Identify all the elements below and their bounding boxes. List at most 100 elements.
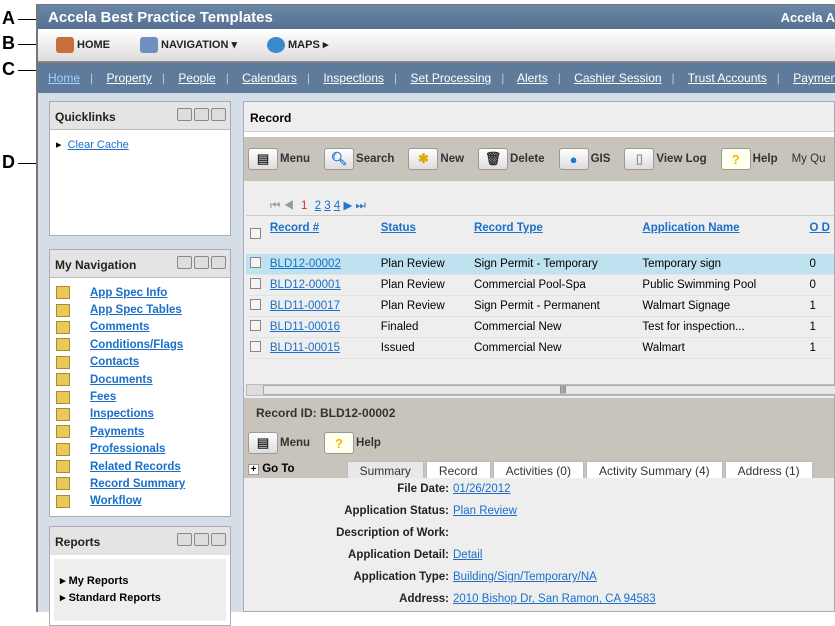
tab-activities[interactable]: Activities (0) — [492, 461, 584, 478]
my-nav-item[interactable]: Inspections — [50, 406, 230, 423]
my-nav-item[interactable]: Documents — [50, 371, 230, 388]
nav-calendars[interactable]: Calendars — [242, 71, 297, 85]
my-nav-item[interactable]: App Spec Tables — [50, 301, 230, 318]
table-row[interactable]: BLD11-00015 Issued Commercial New Walmart 1 — [246, 337, 834, 359]
maximize-icon[interactable] — [211, 256, 226, 269]
nav-item-icon — [56, 407, 70, 421]
nav-set-processing[interactable]: Set Processing — [410, 71, 492, 85]
my-reports-item[interactable]: ▸ My Reports — [60, 575, 129, 587]
horizontal-scrollbar[interactable]: ||| — [246, 384, 835, 396]
help-button[interactable]: ? Help — [720, 148, 778, 170]
my-nav-item[interactable]: Fees — [50, 388, 230, 405]
my-nav-item[interactable]: Contacts — [50, 354, 230, 371]
my-nav-item[interactable]: Payments — [50, 423, 230, 440]
page-2[interactable]: 2 — [314, 200, 322, 212]
nav-cashier-session[interactable]: Cashier Session — [574, 71, 662, 85]
my-nav-item[interactable]: Conditions/Flags — [50, 336, 230, 353]
cell: Finaled — [376, 316, 470, 338]
refresh-icon[interactable] — [177, 533, 192, 546]
maximize-icon[interactable] — [211, 108, 226, 121]
cell: Walmart — [638, 337, 806, 359]
goto-button[interactable]: + Go To — [244, 463, 299, 478]
table-row[interactable]: BLD11-00017 Plan Review Sign Permit - Perm… — [246, 295, 834, 317]
cell: Commercial Pool-Spa — [469, 274, 639, 296]
minimize-icon[interactable] — [194, 256, 209, 269]
detail-help-button[interactable]: ? Help — [324, 432, 381, 454]
record-title: Record — [244, 102, 834, 132]
callout-b: B — [2, 33, 38, 53]
select-all-checkbox[interactable] — [250, 228, 261, 239]
my-nav-item[interactable]: Related Records — [50, 458, 230, 475]
tab-summary[interactable]: Summary — [346, 461, 424, 478]
my-nav-item[interactable]: Professionals — [50, 441, 230, 458]
nav-people[interactable]: People — [178, 71, 216, 85]
cell[interactable]: BLD11-00016 — [265, 316, 377, 338]
detail-menu-button[interactable]: ▤ Menu — [248, 432, 310, 454]
my-nav-item[interactable]: Comments — [50, 319, 230, 336]
nav-inspections[interactable]: Inspections — [323, 71, 385, 85]
table-row[interactable]: BLD12-00002 Plan Review Sign Permit - Temp… — [246, 253, 834, 275]
nav-home[interactable]: Home — [48, 71, 81, 85]
minimize-icon[interactable] — [194, 533, 209, 546]
tab-address[interactable]: Address (1) — [724, 461, 813, 478]
col-record-number[interactable]: Record # — [269, 222, 320, 234]
standard-reports-item[interactable]: ▸ Standard Reports — [60, 592, 161, 604]
row-checkbox[interactable] — [250, 278, 261, 289]
minimize-icon[interactable] — [194, 108, 209, 121]
first-page-icon[interactable]: ⏮ — [270, 200, 281, 212]
prev-page-icon[interactable]: ◀ — [283, 200, 294, 212]
tab-record[interactable]: Record — [425, 461, 491, 478]
nav-item-icon — [56, 286, 70, 300]
gis-button[interactable]: ● GIS — [558, 148, 610, 170]
delete-button[interactable]: 🗑︎ Delete — [478, 148, 545, 170]
field-value[interactable]: Building/Sign/Temporary/NA — [453, 571, 597, 583]
my-nav-item[interactable]: Workflow — [50, 493, 230, 510]
last-page-icon[interactable]: ⏭ — [355, 200, 366, 212]
refresh-icon[interactable] — [177, 108, 192, 121]
col-application-name[interactable]: Application Name — [642, 222, 740, 234]
new-button[interactable]: ✱ New — [408, 148, 464, 170]
cell[interactable]: BLD12-00001 — [265, 274, 377, 296]
home-button[interactable]: HOME — [56, 37, 110, 53]
clear-cache-link[interactable]: Clear Cache — [67, 139, 129, 151]
page-4[interactable]: 4 — [333, 200, 341, 212]
field-label: Address: — [399, 593, 449, 605]
col-record-type[interactable]: Record Type — [473, 222, 543, 234]
my-queue[interactable]: My Qu — [791, 153, 826, 165]
row-checkbox[interactable] — [250, 341, 261, 352]
search-button[interactable]: 🔍︎ Search — [324, 148, 394, 170]
cell[interactable]: BLD12-00002 — [265, 253, 377, 275]
navigation-button[interactable]: NAVIGATION ▾ — [140, 37, 237, 53]
row-checkbox[interactable] — [250, 299, 261, 310]
cell[interactable]: BLD11-00017 — [265, 295, 377, 317]
nav-alerts[interactable]: Alerts — [517, 71, 548, 85]
field-value[interactable]: Plan Review — [453, 505, 517, 517]
nav-payment[interactable]: Payment — [793, 71, 835, 85]
maximize-icon[interactable] — [211, 533, 226, 546]
my-nav-item[interactable]: App Spec Info — [50, 284, 230, 301]
nav-trust-accounts[interactable]: Trust Accounts — [687, 71, 767, 85]
menu-button[interactable]: ▤ Menu — [248, 148, 310, 170]
table-row[interactable]: BLD12-00001 Plan Review Commercial Pool-Sp… — [246, 274, 834, 296]
my-nav-item[interactable]: Record Summary — [50, 475, 230, 492]
row-checkbox[interactable] — [250, 320, 261, 331]
field-value[interactable]: Detail — [453, 549, 483, 561]
cell: Sign Permit - Temporary — [469, 253, 639, 275]
page-3[interactable]: 3 — [324, 200, 331, 212]
refresh-icon[interactable] — [177, 256, 192, 269]
new-icon: ✱ — [408, 148, 439, 170]
nav-property[interactable]: Property — [106, 71, 152, 85]
maps-button[interactable]: MAPS ▸ — [267, 37, 328, 53]
view-log-button[interactable]: ▯ View Log — [624, 148, 707, 170]
field-value[interactable]: 01/26/2012 — [453, 483, 511, 495]
col-opened-date[interactable]: O D — [809, 222, 830, 234]
cell[interactable]: BLD11-00015 — [265, 337, 377, 359]
field-value[interactable]: 2010 Bishop Dr, San Ramon, CA 94583 — [453, 593, 656, 605]
row-checkbox[interactable] — [250, 256, 261, 268]
next-page-icon[interactable]: ▶ — [343, 200, 353, 212]
table-row[interactable]: BLD11-00016 Finaled Commercial New Test for… — [246, 316, 834, 338]
callout-c: C — [2, 59, 38, 79]
col-status[interactable]: Status — [380, 222, 416, 234]
tab-activity-summary[interactable]: Activity Summary (4) — [585, 461, 723, 478]
cell: 1 — [805, 295, 834, 317]
